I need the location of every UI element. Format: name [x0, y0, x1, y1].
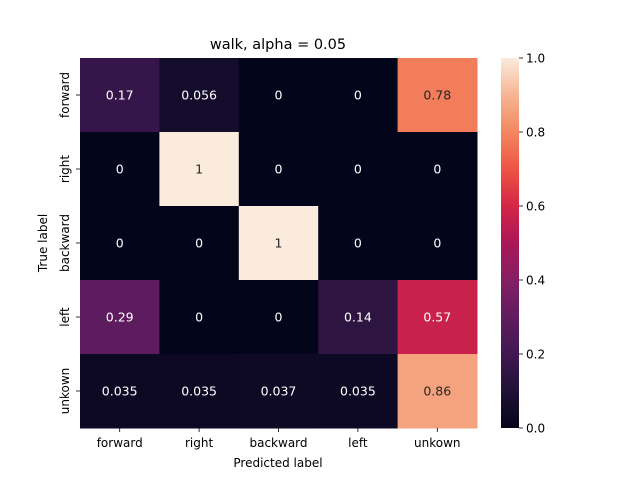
heatmap-cell [318, 58, 399, 133]
heatmap-cell [397, 280, 478, 355]
heatmap-cell [159, 206, 240, 281]
cell-value-label: 0.14 [344, 310, 372, 325]
y-axis-ticks: forward right backward left unkown [58, 72, 80, 414]
cell-value-label: 0.035 [102, 384, 138, 399]
colorbar-tick-label: 0.0 [526, 422, 545, 436]
cell-value-label: 1 [275, 236, 283, 251]
cell-value-label: 0 [354, 162, 362, 177]
cell-value-label: 0.056 [181, 88, 217, 103]
x-tick-label: left [348, 436, 368, 450]
cell-value-label: 0 [354, 88, 362, 103]
heatmap-cell [80, 354, 160, 429]
x-axis-label: Predicted label [233, 456, 322, 470]
cell-value-label: 0.57 [423, 310, 451, 325]
cell-value-label: 0 [433, 236, 441, 251]
cell-value-label: 0 [116, 236, 124, 251]
cell-value-label: 0.035 [340, 384, 376, 399]
chart-title: walk, alpha = 0.05 [210, 37, 346, 53]
y-tick-label: backward [58, 214, 72, 272]
cell-value-label: 0 [275, 310, 283, 325]
cell-value-label: 0 [116, 162, 124, 177]
heatmap-cell [80, 280, 160, 355]
heatmap-cell [80, 206, 160, 281]
cell-value-label: 0.17 [106, 88, 134, 103]
heatmap-cell [318, 206, 399, 281]
heatmap-cell [238, 354, 319, 429]
y-tick-label: right [58, 155, 72, 183]
y-tick-label: left [58, 307, 72, 327]
heatmap-cell [159, 58, 240, 133]
heatmap-cell-labels: 0.17 0.056 0 0 0.78 0 1 0 0 0 0 0 1 0 0 0.29 0 0 0.14 0.57 0… [102, 88, 451, 399]
heatmap-cell [238, 206, 319, 281]
cell-value-label: 0 [275, 162, 283, 177]
cell-value-label: 0 [275, 88, 283, 103]
heatmap-cell [397, 132, 478, 207]
cell-value-label: 0 [195, 236, 203, 251]
colorbar-tick-label: 0.6 [526, 200, 545, 214]
cell-value-label: 0 [354, 236, 362, 251]
heatmap-cell [318, 132, 399, 207]
heatmap-cell [159, 280, 240, 355]
y-tick-label: unkown [58, 368, 72, 415]
y-tick-label: forward [58, 72, 72, 118]
heatmap-cell [238, 58, 319, 133]
heatmap-cell [80, 132, 160, 207]
colorbar-tick-label: 0.4 [526, 274, 545, 288]
y-axis-label: True label [36, 214, 50, 273]
heatmap-cell [159, 354, 240, 429]
heatmap-cell [397, 354, 478, 429]
x-tick-label: right [185, 436, 213, 450]
cell-value-label: 0 [433, 162, 441, 177]
colorbar-tick-label: 1.0 [526, 52, 545, 66]
heatmap-cell [159, 132, 240, 207]
cell-value-label: 0.29 [106, 310, 134, 325]
heatmap-cell [238, 280, 319, 355]
cell-value-label: 0.035 [181, 384, 217, 399]
cell-value-label: 1 [195, 162, 203, 177]
colorbar-gradient [501, 58, 519, 428]
cell-value-label: 0 [195, 310, 203, 325]
heatmap-cell [318, 280, 399, 355]
x-tick-label: unkown [414, 436, 461, 450]
heatmap-cells [80, 58, 478, 429]
cell-value-label: 0.78 [423, 88, 451, 103]
cell-value-label: 0.86 [423, 384, 451, 399]
heatmap-cell [397, 58, 478, 133]
heatmap-cell [80, 58, 160, 133]
heatmap-cell [318, 354, 399, 429]
colorbar-tick-label: 0.2 [526, 348, 545, 362]
x-tick-label: backward [249, 436, 307, 450]
cell-value-label: 0.037 [261, 384, 297, 399]
colorbar: 0.0 0.2 0.4 0.6 0.8 1.0 [501, 52, 545, 436]
x-tick-label: forward [97, 436, 143, 450]
colorbar-tick-label: 0.8 [526, 126, 545, 140]
x-axis-ticks: forward right backward left unkown [97, 428, 461, 450]
heatmap-cell [238, 132, 319, 207]
heatmap-cell [397, 206, 478, 281]
